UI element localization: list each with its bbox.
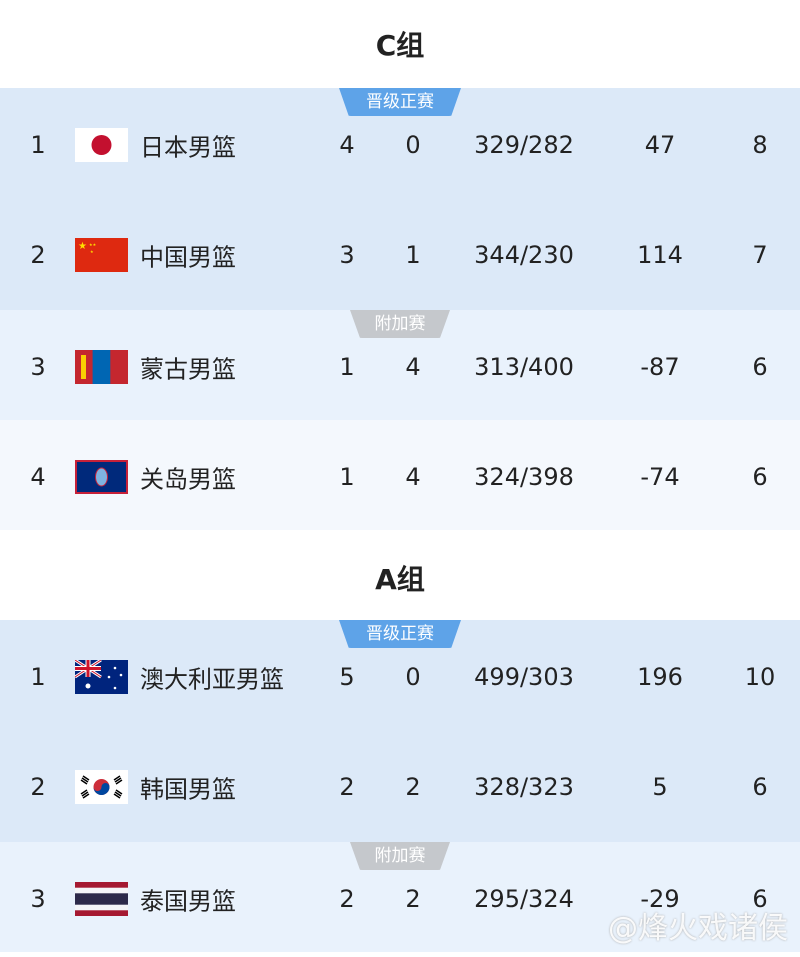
group-c-playoff-section: 附加赛	[0, 310, 800, 420]
team-name: 韩国男篮	[140, 775, 236, 804]
watermark: @烽火戏诸侯	[608, 911, 788, 946]
standing-points: 6	[752, 885, 768, 913]
standing-points: 10	[744, 663, 776, 691]
team-name: 蒙古男篮	[140, 355, 236, 384]
losses: 4	[405, 353, 421, 381]
wins: 1	[339, 463, 355, 491]
australia-flag-icon	[74, 658, 128, 694]
rank: 4	[30, 463, 46, 491]
standings-row: 2 ★ ★★ ★ 中国男篮 3 1 344/230 114 7	[0, 200, 800, 310]
rank: 1	[30, 131, 46, 159]
japan-flag-icon	[75, 128, 128, 162]
group-a-title: A组	[375, 563, 425, 596]
group-c-qualified-section: 晋级正赛	[0, 88, 800, 310]
korea-flag-icon	[75, 770, 128, 804]
svg-text:★: ★	[78, 241, 87, 252]
team-name: 澳大利亚男篮	[140, 665, 284, 694]
team-name: 泰国男篮	[140, 887, 236, 916]
points-for-against: 324/398	[474, 463, 574, 491]
playoff-badge: 附加赛	[350, 310, 450, 338]
points-for-against: 295/324	[474, 885, 574, 913]
rank: 2	[30, 773, 46, 801]
points-for-against: 329/282	[474, 131, 574, 159]
wins: 2	[339, 885, 355, 913]
group-c-other-section	[0, 420, 800, 530]
point-differential: -29	[640, 885, 680, 913]
losses: 2	[405, 885, 421, 913]
points-for-against: 313/400	[474, 353, 574, 381]
losses: 1	[405, 241, 421, 269]
point-differential: -74	[640, 463, 680, 491]
losses: 4	[405, 463, 421, 491]
team-name: 日本男篮	[140, 133, 236, 162]
rank: 2	[30, 241, 46, 269]
wins: 5	[339, 663, 355, 691]
point-differential: 5	[652, 773, 668, 801]
standings-row: 1 澳大利亚男篮 5 0 499/303 196 10	[0, 622, 800, 732]
standings-row: 4 关岛男篮 1 4 324/398 -74 6	[0, 422, 800, 532]
rank: 1	[30, 663, 46, 691]
qualified-badge: 晋级正赛	[339, 620, 461, 648]
qualified-badge: 晋级正赛	[339, 88, 461, 116]
standings-row: 1 日本男篮 4 0 329/282 47 8	[0, 90, 800, 200]
group-c-title: C组	[375, 29, 425, 62]
points-for-against: 344/230	[474, 241, 574, 269]
point-differential: 47	[644, 131, 676, 159]
point-differential: -87	[640, 353, 680, 381]
standing-points: 8	[752, 131, 768, 159]
losses: 0	[405, 131, 421, 159]
standings-row: 3 蒙古男篮 1 4 313/400 -87 6	[0, 312, 800, 422]
wins: 2	[339, 773, 355, 801]
china-flag-icon: ★ ★★ ★	[75, 238, 128, 272]
losses: 0	[405, 663, 421, 691]
playoff-badge: 附加赛	[350, 842, 450, 870]
standings-row: 2 韩国男篮 2 2 328/323 5 6	[0, 732, 800, 842]
guam-flag-icon	[75, 460, 128, 494]
standings-row: 3 泰国男篮 2 2 295/324 -29 6	[0, 844, 800, 954]
svg-text:★: ★	[90, 249, 94, 254]
group-a-qualified-section: 晋级正赛	[0, 620, 800, 842]
team-name: 关岛男篮	[140, 465, 236, 494]
group-a-playoff-section: 附加赛	[0, 842, 800, 952]
wins: 1	[339, 353, 355, 381]
standing-points: 6	[752, 773, 768, 801]
point-differential: 196	[637, 663, 683, 691]
point-differential: 114	[637, 241, 683, 269]
standing-points: 7	[752, 241, 768, 269]
standing-points: 6	[752, 353, 768, 381]
points-for-against: 328/323	[474, 773, 574, 801]
standing-points: 6	[752, 463, 768, 491]
rank: 3	[30, 885, 46, 913]
rank: 3	[30, 353, 46, 381]
team-name: 中国男篮	[140, 243, 236, 272]
points-for-against: 499/303	[474, 663, 574, 691]
thailand-flag-icon	[75, 882, 128, 916]
losses: 2	[405, 773, 421, 801]
wins: 3	[339, 241, 355, 269]
svg-text:★★: ★★	[89, 242, 97, 247]
wins: 4	[339, 131, 355, 159]
mongolia-flag-icon	[75, 350, 128, 384]
